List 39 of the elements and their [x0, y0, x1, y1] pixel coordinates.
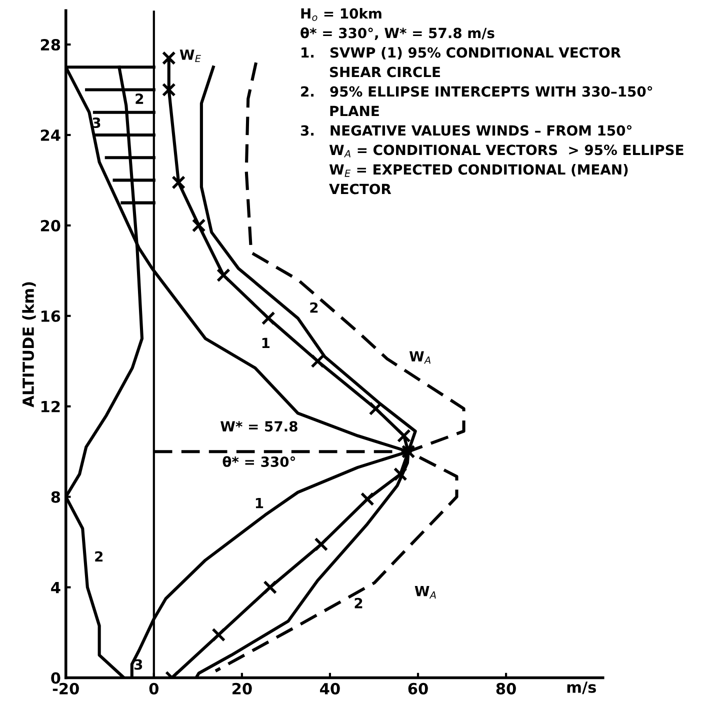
annotation: W$_{E}$ = EXPECTED CONDITIONAL (MEAN) — [329, 164, 628, 177]
x-tick-label: 40 — [320, 682, 340, 694]
annotation: 3 — [92, 118, 100, 128]
y-tick-label: 28 — [40, 38, 60, 51]
x-tick-label: 80 — [496, 682, 516, 694]
annotation: PLANE — [330, 106, 379, 116]
x-tick-label: 60 — [408, 682, 428, 694]
x-tick-label: -20 — [52, 682, 79, 694]
annotation: 3. NEGATIVE VALUES WINDS – FROM 150° — [300, 125, 632, 136]
y-tick-label: 4 — [51, 582, 60, 594]
annotation: θ* = 330°, W* = 57.8 m/s — [300, 27, 494, 40]
x-axis-title: m/s — [567, 682, 596, 694]
annotation: W$_{E}$ — [180, 50, 201, 62]
y-tick-label: 8 — [51, 491, 60, 503]
annotation: 2 — [136, 94, 144, 104]
y-tick-label: 12 — [41, 400, 60, 412]
annotation: 2 — [354, 598, 362, 608]
annotation: SHEAR CIRCLE — [330, 66, 440, 78]
annotation: 2. 95% ELLIPSE INTERCEPTS WITH 330–150° — [301, 86, 652, 97]
y-tick-label: 0 — [51, 672, 60, 684]
annotation: 3 — [134, 659, 142, 670]
y-tick-label: 16 — [41, 310, 60, 322]
annotation: θ* = 330° — [222, 456, 295, 467]
x-tick-label: 0 — [149, 682, 158, 694]
y-tick-label: 20 — [40, 220, 60, 232]
y-tick-label: 24 — [40, 129, 60, 141]
annotation: 2 — [95, 551, 103, 562]
annotation: H$_{o}$ = 10km — [301, 8, 382, 21]
x-tick-label: 20 — [232, 682, 252, 694]
annotation: 1 — [262, 338, 270, 348]
annotation: W* = 57.8 — [220, 421, 298, 432]
annotation: 1. SVWP (1) 95% CONDITIONAL VECTOR — [302, 47, 621, 60]
annotation: W$_{A}$ — [414, 586, 436, 598]
annotation: W$_{A}$ = CONDITIONAL VECTORS > 95% ELLIPSE — [329, 144, 684, 158]
annotation: VECTOR — [329, 184, 392, 194]
annotation: 1 — [256, 498, 264, 508]
annotation: W$_{A}$ — [409, 351, 430, 364]
y-axis-title: ALTITUDE (km) — [22, 282, 36, 408]
annotation: 2 — [310, 302, 318, 313]
